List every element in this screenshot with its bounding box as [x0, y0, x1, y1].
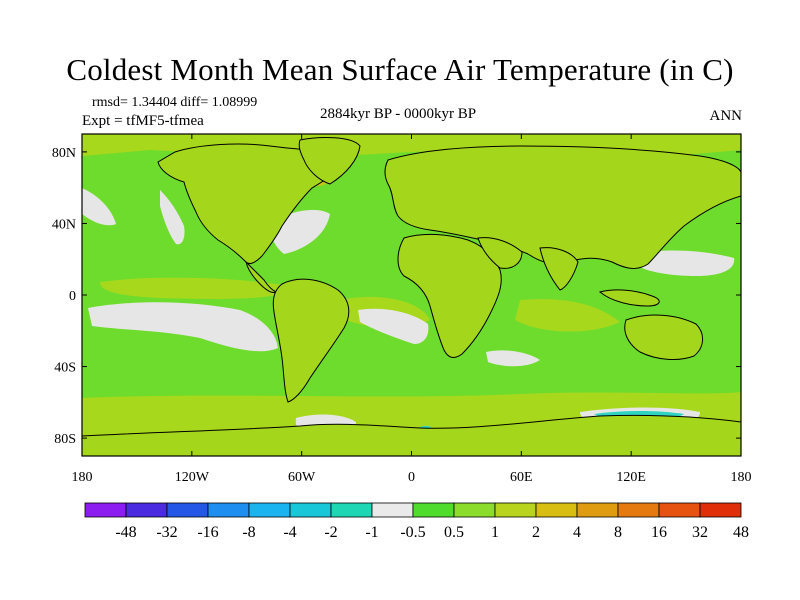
season-label: ANN	[709, 108, 743, 124]
axis-ticks: 80N 40N 0 40S 80S 180 120W 60W 0 60E 120E 180	[52, 134, 752, 485]
neutral-region-south-indian-ocean	[486, 350, 540, 367]
colorbar-swatch	[330, 502, 373, 518]
rmsd-value: rmsd= 1.34404	[92, 95, 177, 110]
experiment-label: Expt = tfMF5-tfmea	[82, 113, 204, 129]
x-tick-label: 120W	[175, 470, 210, 485]
y-tick-label: 40S	[54, 361, 76, 376]
colorbar-swatch	[289, 502, 332, 518]
colorbar-swatch	[658, 502, 701, 518]
diff-value: diff= 1.08999	[180, 95, 258, 110]
y-tick-label: 80N	[52, 146, 76, 161]
colorbar-swatch	[412, 502, 455, 518]
colorbar-label: -2	[324, 524, 337, 541]
neutral-region-southeast-pacific	[88, 302, 278, 352]
period-label: 2884kyr BP - 0000kyr BP	[320, 106, 477, 122]
colorbar-swatch	[494, 502, 537, 518]
colorbar-label: -8	[242, 524, 255, 541]
colorbar-label: 8	[614, 524, 622, 541]
x-tick-label: 0	[408, 470, 415, 485]
colorbar-swatch	[125, 502, 168, 518]
colorbar-swatch	[576, 502, 619, 518]
colorbar-label: 2	[532, 524, 540, 541]
colorbar-swatch	[535, 502, 578, 518]
colorbar-label: 48	[733, 524, 749, 541]
warm-anomaly-indian-ocean	[515, 299, 620, 332]
colorbar-label: 1	[491, 524, 499, 541]
colorbar-label: -0.5	[400, 524, 425, 541]
neutral-region-western-north-america	[160, 190, 185, 245]
colorbar-label: -48	[115, 524, 136, 541]
x-tick-label: 120E	[616, 470, 646, 485]
colorbar-label: 0.5	[444, 524, 464, 541]
x-tick-label: 180	[72, 470, 93, 485]
chart-title: Coldest Month Mean Surface Air Temperatu…	[66, 52, 734, 87]
y-tick-label: 80S	[54, 432, 76, 447]
colorbar-swatch	[166, 502, 209, 518]
colorbar-label: 4	[573, 524, 581, 541]
colorbar-label: -32	[156, 524, 177, 541]
colorbar-label: -16	[197, 524, 218, 541]
x-tick-label: 60W	[288, 470, 316, 485]
warm-anomaly-equatorial-pacific	[100, 277, 290, 299]
y-tick-label: 40N	[52, 217, 76, 232]
x-tick-label: 180	[731, 470, 752, 485]
colorbar: -48 -32 -16 -8 -4 -2 -1 -0.5 0.5 1 2 4 8 16 32 48	[84, 502, 749, 541]
y-tick-label: 0	[69, 289, 76, 304]
neutral-region-northeast-pacific	[82, 188, 116, 226]
neutral-region-south-atlantic	[358, 308, 429, 344]
neutral-region-northwest-pacific	[634, 250, 735, 276]
stats-line: rmsd= 1.34404 diff= 1.08999	[92, 95, 257, 111]
colorbar-label: -1	[365, 524, 378, 541]
colorbar-swatch	[371, 502, 414, 518]
x-tick-label: 60E	[510, 470, 533, 485]
colorbar-swatch	[84, 502, 127, 518]
colorbar-swatch	[248, 502, 291, 518]
colorbar-swatch	[207, 502, 250, 518]
colorbar-label: 16	[651, 524, 667, 541]
colorbar-swatch	[453, 502, 496, 518]
colorbar-label: 32	[692, 524, 708, 541]
colorbar-swatch	[617, 502, 660, 518]
colorbar-swatch	[699, 502, 742, 518]
colorbar-label: -4	[283, 524, 296, 541]
